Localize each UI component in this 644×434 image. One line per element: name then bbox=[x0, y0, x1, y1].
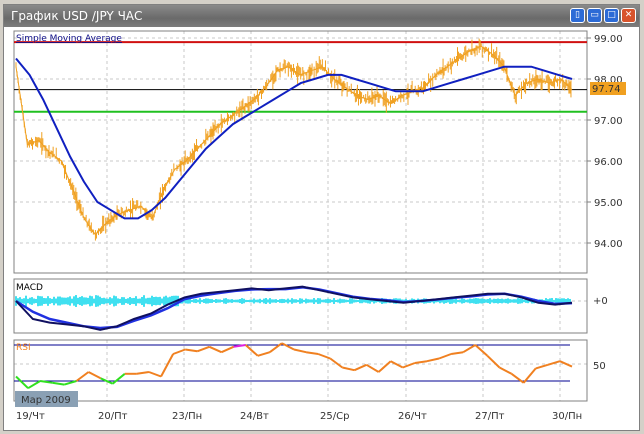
rsi-segment bbox=[377, 360, 392, 373]
rsi-label: RSI bbox=[16, 343, 31, 353]
window-title: График USD /JPY ЧАС bbox=[11, 9, 143, 23]
rsi-segment bbox=[305, 351, 319, 355]
rsi-segment bbox=[317, 353, 331, 360]
rsi-segment bbox=[196, 345, 210, 353]
rsi-segment bbox=[426, 357, 440, 363]
x-tick-label: 26/Чт bbox=[398, 411, 427, 422]
minimize-button[interactable]: ▭ bbox=[587, 8, 602, 23]
rsi-segment bbox=[64, 380, 77, 386]
close-icon: ✕ bbox=[624, 10, 633, 20]
rsi-segment bbox=[329, 357, 343, 369]
rsi-segment bbox=[244, 344, 259, 357]
price-line bbox=[15, 45, 573, 236]
current-price-label: 97.74 bbox=[592, 84, 621, 95]
rsi-segment bbox=[510, 372, 525, 384]
rsi-segment bbox=[366, 363, 380, 373]
rsi-segment bbox=[185, 348, 198, 353]
rsi-segment bbox=[450, 351, 464, 355]
rsi-segment bbox=[172, 348, 186, 355]
rsi-segment bbox=[40, 380, 53, 384]
rsi-segment bbox=[281, 342, 295, 351]
rsi-segment bbox=[414, 360, 428, 364]
rsi-panel bbox=[13, 339, 588, 402]
y-tick-label: 94.00 bbox=[594, 239, 623, 250]
rsi-segment bbox=[342, 366, 355, 372]
y-tick-label: 98.00 bbox=[594, 75, 623, 86]
x-tick-label: 24/Вт bbox=[240, 411, 269, 422]
rsi-segment bbox=[438, 353, 452, 360]
date-tooltip-label: Мар 2009 bbox=[21, 395, 71, 406]
rsi-segment bbox=[499, 366, 513, 375]
sma-line bbox=[15, 57, 573, 220]
rsi-segment bbox=[148, 371, 162, 378]
rsi-segment bbox=[257, 351, 271, 357]
x-tick-label: 27/Пт bbox=[475, 411, 505, 422]
rsi-segment bbox=[136, 371, 150, 375]
rsi-segment bbox=[354, 363, 367, 372]
rsi-segment bbox=[233, 344, 246, 348]
rsi-segment bbox=[269, 342, 283, 354]
rsi-segment bbox=[535, 363, 549, 370]
macd-line bbox=[15, 285, 573, 331]
maximize-icon: □ bbox=[607, 10, 616, 20]
macd-zero-label: +0 bbox=[593, 296, 608, 307]
rsi-segment bbox=[402, 362, 416, 369]
x-tick-label: 19/Чт bbox=[16, 411, 45, 422]
rsi-segment bbox=[547, 360, 561, 366]
x-tick-label: 20/Пт bbox=[98, 411, 128, 422]
macd-panel bbox=[13, 278, 588, 334]
current-price-badge bbox=[590, 82, 626, 95]
macd-label: MACD bbox=[16, 283, 43, 293]
rsi-segment bbox=[522, 367, 537, 384]
rsi-segment bbox=[208, 345, 222, 354]
y-tick-label: 95.00 bbox=[594, 198, 623, 209]
sma-label: Simple Moving Average bbox=[16, 34, 122, 44]
rsi-segment bbox=[474, 344, 489, 357]
rsi-segment bbox=[462, 344, 476, 354]
tile-button[interactable]: ▯ bbox=[570, 8, 585, 23]
rsi-segment bbox=[293, 348, 307, 354]
rsi-segment bbox=[112, 373, 126, 385]
close-button[interactable]: ✕ bbox=[621, 8, 636, 23]
rsi-segment bbox=[390, 360, 404, 369]
rsi-segment bbox=[486, 355, 501, 369]
y-tick-label: 99.00 bbox=[594, 34, 623, 45]
rsi-segment bbox=[27, 380, 41, 390]
rsi-segment bbox=[52, 381, 65, 386]
rsi-segment bbox=[15, 375, 29, 389]
tile-icon: ▯ bbox=[575, 10, 580, 20]
title-bar[interactable]: График USD /JPY ЧАС ▯ ▭ □ ✕ bbox=[4, 5, 639, 27]
rsi-segment bbox=[559, 360, 573, 368]
y-tick-label: 96.00 bbox=[594, 157, 623, 168]
y-tick-label: 97.00 bbox=[594, 116, 623, 127]
rsi-segment bbox=[88, 371, 102, 380]
date-tooltip bbox=[15, 391, 78, 407]
rsi-segment bbox=[160, 353, 175, 377]
x-tick-label: 23/Пн bbox=[172, 411, 202, 422]
rsi-50-label: 50 bbox=[593, 361, 606, 372]
x-tick-label: 30/Пн bbox=[552, 411, 582, 422]
maximize-button[interactable]: □ bbox=[604, 8, 619, 23]
rsi-segment bbox=[221, 345, 234, 354]
rsi-segment bbox=[75, 371, 90, 382]
price-panel bbox=[13, 30, 588, 274]
x-tick-label: 25/Ср bbox=[320, 411, 349, 422]
rsi-segment bbox=[100, 377, 114, 385]
minimize-icon: ▭ bbox=[590, 10, 599, 20]
